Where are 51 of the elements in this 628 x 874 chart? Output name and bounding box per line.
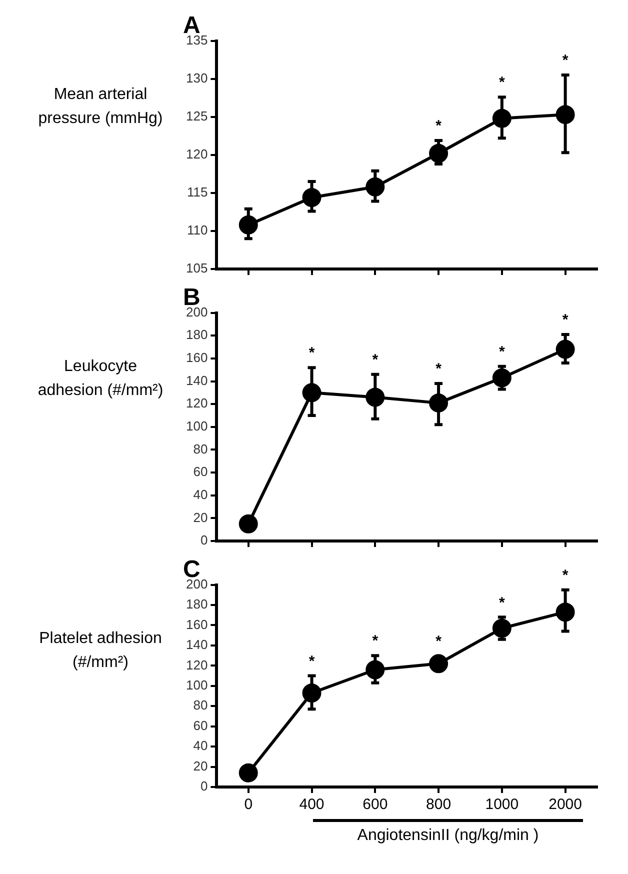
y-tick-label: 180 <box>186 327 208 342</box>
annotation: * <box>372 352 378 369</box>
y-tick-label: 60 <box>193 464 208 480</box>
annotation: * <box>436 632 442 650</box>
annotation: * <box>308 652 315 670</box>
y-tick-label: 20 <box>193 510 208 525</box>
y-tick-label: 130 <box>186 70 208 86</box>
y-tick-label: 80 <box>193 698 208 713</box>
y-tick-label: 0 <box>200 778 208 794</box>
y-tick-label: 40 <box>193 738 208 754</box>
point <box>238 763 258 782</box>
y-axis-title: Mean arterial pressure (mmHg) <box>37 85 164 129</box>
y-tick-label: 140 <box>186 637 208 652</box>
y-tick-label: 105 <box>186 260 208 276</box>
y-tick-label: 120 <box>186 146 208 162</box>
x-axis-title: AngiotensinII (ng/kg/min ) <box>356 827 540 845</box>
text: * <box>562 566 568 584</box>
annotation: * <box>436 118 442 135</box>
x-tick-label: 0 <box>244 796 253 814</box>
annotation: * <box>499 344 505 361</box>
y-tick-label: 180 <box>186 596 208 612</box>
y-tick-label: 0 <box>200 532 208 548</box>
y-tick-label: 60 <box>193 718 208 733</box>
y-tick-label: 80 <box>193 441 208 456</box>
y-axis-title: Leukocyte adhesion (#/mm²) <box>36 357 164 401</box>
point <box>238 514 258 534</box>
y-tick-label: 110 <box>186 222 208 238</box>
x-tick-label: 1000 <box>485 796 519 814</box>
annotation: * <box>562 52 568 70</box>
x-tick-label: 600 <box>362 796 388 814</box>
y-tick-label: 100 <box>186 677 208 692</box>
x-tick-label: 400 <box>299 796 324 814</box>
annotation: * <box>308 344 315 362</box>
annotation: * <box>372 632 378 650</box>
annotation: * <box>436 360 442 378</box>
annotation: * <box>499 594 505 612</box>
x-tick-label: 800 <box>426 796 452 814</box>
x-tick-label: 2000 <box>548 796 582 814</box>
annotation: * <box>499 74 505 92</box>
y-tick-label: 140 <box>186 372 208 388</box>
y-tick-label: 125 <box>186 108 208 124</box>
y-tick-label: 160 <box>186 350 208 366</box>
y-tick-label: 100 <box>186 418 208 434</box>
y-tick-label: 40 <box>193 486 208 502</box>
y-tick-label: 20 <box>193 758 208 774</box>
y-tick-label: 120 <box>186 657 208 672</box>
y-tick-label: 120 <box>186 396 208 411</box>
y-tick-label: 160 <box>186 616 208 632</box>
y-axis-title: Platelet adhesion (#/mm²) <box>38 629 163 673</box>
y-tick-label: 115 <box>186 184 208 200</box>
annotation: * <box>562 312 568 329</box>
